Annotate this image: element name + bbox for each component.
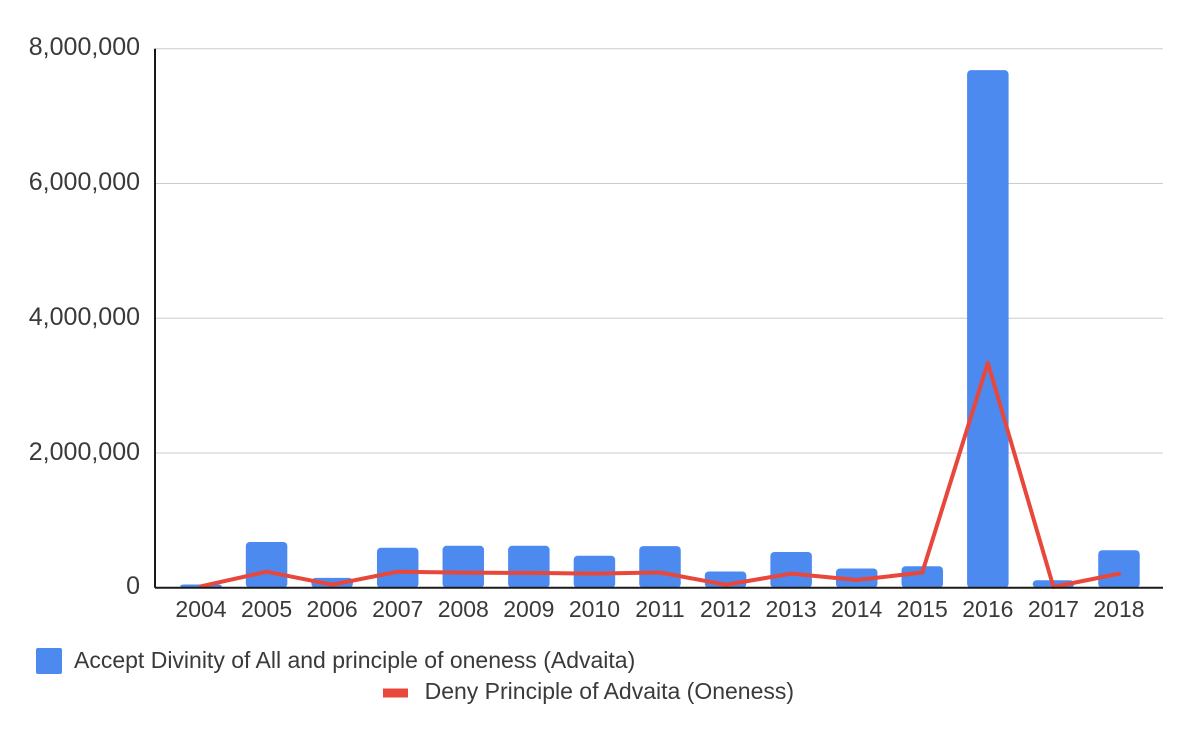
svg-text:2017: 2017: [1028, 596, 1079, 622]
svg-text:2010: 2010: [569, 596, 620, 622]
svg-text:8,000,000: 8,000,000: [29, 33, 140, 61]
svg-text:2005: 2005: [241, 596, 292, 622]
svg-text:Accept Divinity of All and pri: Accept Divinity of All and principle of …: [74, 647, 635, 673]
svg-text:2004: 2004: [175, 596, 226, 622]
svg-text:2018: 2018: [1093, 596, 1144, 622]
svg-text:2006: 2006: [307, 596, 358, 622]
svg-text:2014: 2014: [831, 596, 882, 622]
svg-text:2009: 2009: [503, 596, 554, 622]
svg-text:2015: 2015: [897, 596, 948, 622]
svg-text:0: 0: [126, 572, 140, 600]
svg-text:Deny Principle of Advaita (One: Deny Principle of Advaita (Oneness): [425, 678, 794, 704]
svg-text:2,000,000: 2,000,000: [29, 438, 140, 466]
svg-text:2016: 2016: [962, 596, 1013, 622]
svg-text:2012: 2012: [700, 596, 751, 622]
svg-text:6,000,000: 6,000,000: [29, 168, 140, 196]
svg-text:2013: 2013: [766, 596, 817, 622]
svg-text:4,000,000: 4,000,000: [29, 303, 140, 331]
svg-text:2007: 2007: [372, 596, 423, 622]
svg-text:2011: 2011: [635, 596, 684, 622]
svg-text:2008: 2008: [438, 596, 489, 622]
